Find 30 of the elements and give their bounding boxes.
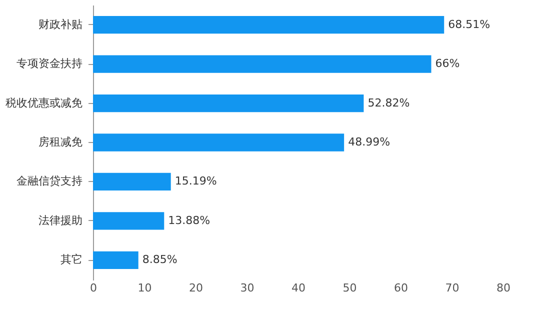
data-label: 8.85%: [142, 253, 178, 266]
x-tick-label: 30: [240, 282, 254, 294]
y-tick-label: 金融信贷支持: [16, 174, 82, 188]
x-tick-label: 50: [342, 282, 357, 294]
y-tick-label: 房租减免: [38, 136, 82, 148]
y-tick-label: 专项资金扶持: [16, 57, 82, 70]
y-tick-label: 税收优惠或减免: [6, 96, 82, 110]
y-tick-label: 其它: [60, 253, 82, 266]
bar: [93, 172, 171, 191]
data-label: 48.99%: [348, 136, 390, 148]
data-label: 52.82%: [368, 96, 410, 110]
bar: [93, 134, 344, 152]
data-label: 13.88%: [168, 214, 210, 227]
x-tick-label: 10: [138, 282, 152, 294]
bar: [93, 251, 138, 270]
data-label: 66%: [435, 57, 460, 70]
x-tick-label: 80: [496, 282, 510, 294]
x-tick-label: 20: [189, 282, 203, 294]
y-tick-label: 财政补贴: [38, 18, 82, 31]
bar: [93, 212, 164, 230]
data-label: 15.19%: [174, 174, 217, 188]
data-label: 68.51%: [448, 18, 490, 31]
x-tick-label: 0: [90, 282, 97, 294]
bar: [93, 94, 364, 112]
y-tick-label: 法律援助: [38, 214, 82, 227]
x-tick-label: 40: [292, 282, 306, 294]
bar: [93, 55, 432, 73]
x-tick-label: 70: [445, 282, 460, 294]
bar: [93, 16, 444, 34]
x-tick-label: 60: [394, 282, 408, 294]
